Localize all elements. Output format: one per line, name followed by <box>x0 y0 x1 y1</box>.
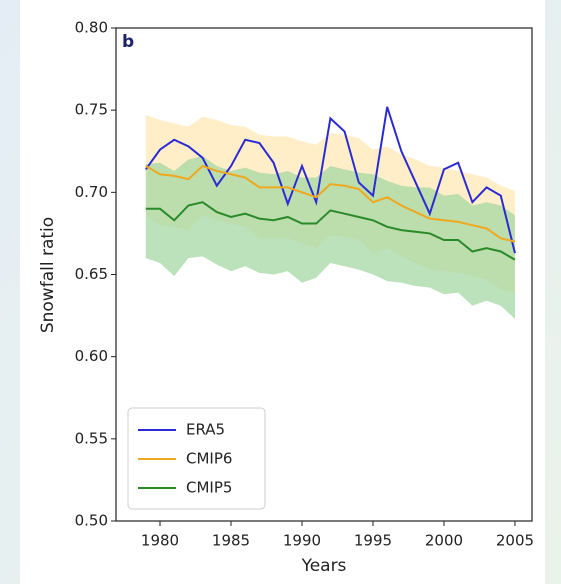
x-tick-label: 2005 <box>496 532 534 550</box>
y-tick-label: 0.65 <box>75 265 108 283</box>
x-tick-label: 1995 <box>354 532 392 550</box>
y-tick-label: 0.60 <box>75 347 108 365</box>
x-axis-label: Years <box>301 556 347 576</box>
x-tick-label: 2000 <box>425 532 463 550</box>
x-tick-label: 1985 <box>212 532 250 550</box>
x-tick-label: 1990 <box>283 532 321 550</box>
y-tick-label: 0.70 <box>75 183 108 201</box>
y-tick-label: 0.50 <box>75 512 108 530</box>
panel-label: b <box>122 32 134 52</box>
y-tick-label: 0.55 <box>75 429 108 447</box>
legend-label: CMIP5 <box>186 479 232 497</box>
y-axis-label: Snowfall ratio <box>38 217 58 333</box>
legend-box <box>127 407 266 510</box>
y-tick-label: 0.80 <box>75 19 108 37</box>
legend-label: ERA5 <box>186 421 225 439</box>
x-tick-label: 1980 <box>141 532 179 550</box>
legend-label: CMIP6 <box>186 450 232 468</box>
series-line <box>145 164 516 243</box>
y-tick-label: 0.75 <box>75 101 108 119</box>
series-line <box>145 201 516 261</box>
